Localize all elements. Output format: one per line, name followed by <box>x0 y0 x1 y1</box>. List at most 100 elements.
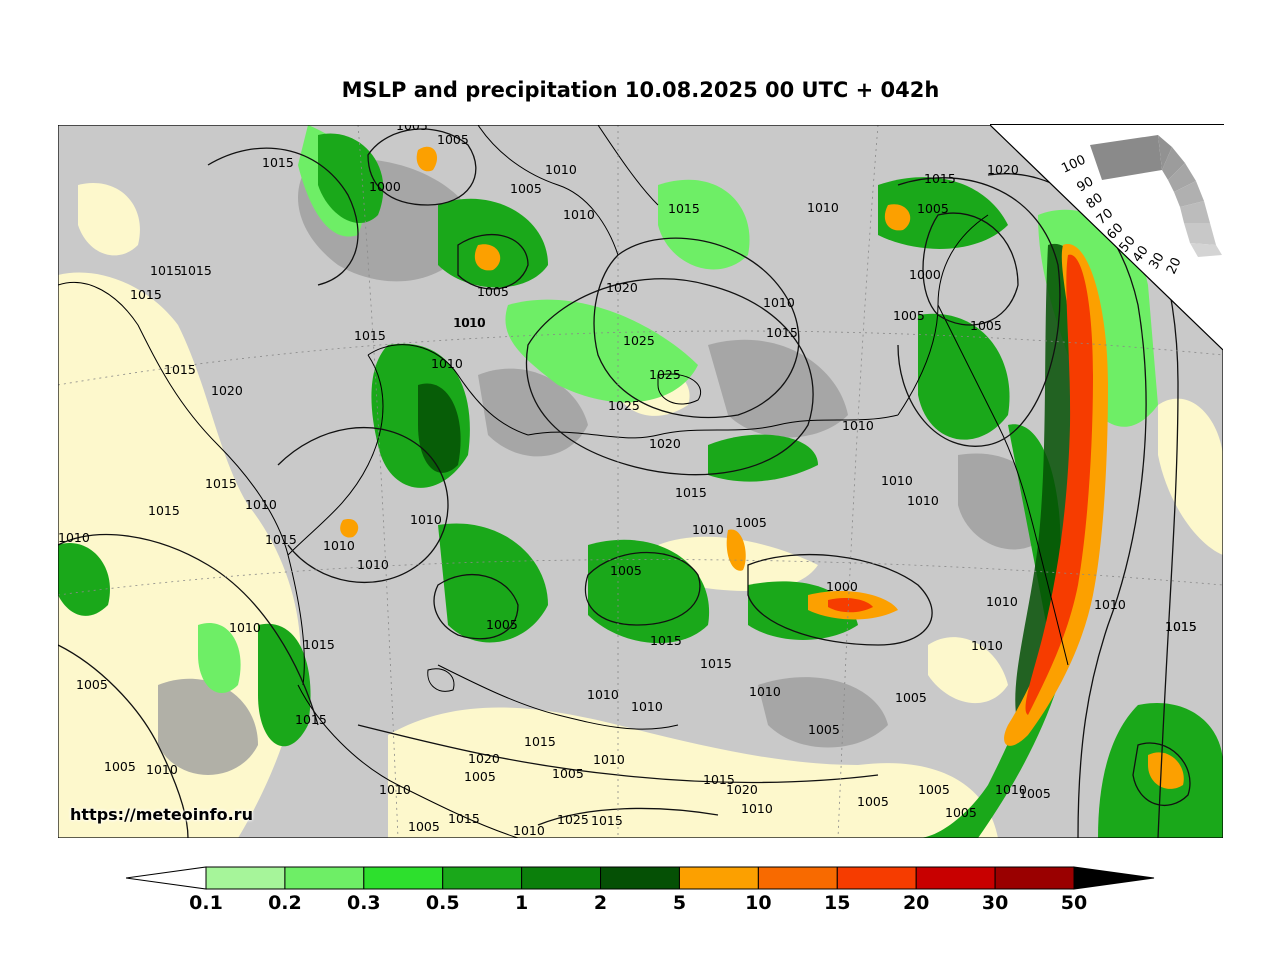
colorbar-box <box>757 866 838 890</box>
isobar-label: 1015 <box>766 325 798 340</box>
colorbar-box <box>363 866 444 890</box>
isobar-label: 1010 <box>807 200 839 215</box>
isobar-label: 1010 <box>513 823 545 838</box>
isobar-label: 1005 <box>857 794 889 809</box>
isobar-label: 1010 <box>410 512 442 527</box>
isobar-label: 1005 <box>464 769 496 784</box>
chart-title: MSLP and precipitation 10.08.2025 00 UTC… <box>341 78 940 102</box>
isobar-label: 1010 <box>229 620 261 635</box>
isobar-label: 1015 <box>1165 619 1197 634</box>
cloud-scale-label: 20 <box>1164 255 1185 276</box>
colorbar-box <box>678 866 759 890</box>
isobar-label: 1005 <box>918 782 950 797</box>
frame-top-line <box>990 124 1224 125</box>
colorbar-label: 10 <box>745 892 772 914</box>
isobar-label: 1010 <box>1094 597 1126 612</box>
isobar-label: 1005 <box>893 308 925 323</box>
isobar-label: 1010 <box>986 594 1018 609</box>
colorbar-boxes <box>205 866 1075 890</box>
cloud-scale-label: 100 <box>1059 153 1088 177</box>
isobar-label: 1000 <box>909 267 941 282</box>
isobar-label: 1010 <box>881 473 913 488</box>
colorbar-label: 20 <box>902 892 930 914</box>
isobar-label: 1010 <box>631 699 663 714</box>
isobar-label: 1010 <box>741 801 773 816</box>
isobar-label: 1010 <box>545 162 577 177</box>
isobar-label: 1010 <box>593 752 625 767</box>
isobar-label: 1015 <box>448 811 480 826</box>
isobar-label: 1010 <box>146 762 178 777</box>
isobar-label: 1015 <box>262 155 294 170</box>
colorbar-box <box>836 866 917 890</box>
colorbar-box <box>600 866 680 890</box>
source-credit: https://meteoinfo.ru <box>70 805 253 824</box>
isobar-label: 1000 <box>826 579 858 594</box>
isobar-labels: 1005 1005 1000 1010 1005 1010 1015 1015 … <box>58 125 1197 838</box>
isobar-label: 1005 <box>510 181 542 196</box>
isobar-label: 1010 <box>431 356 463 371</box>
isobar-label: 1005 <box>104 759 136 774</box>
isobar-label: 1015 <box>675 485 707 500</box>
isobar-label: 1015 <box>650 633 682 648</box>
isobar-label: 1005 <box>610 563 642 578</box>
isobar-label: 1015 <box>130 287 162 302</box>
precip-extreme <box>828 254 1093 715</box>
isobar-label: 1005 <box>437 132 469 147</box>
isobar-label: 1010 <box>692 522 724 537</box>
isobar-label: 1005 <box>970 318 1002 333</box>
isobar-label: 1020 <box>726 782 758 797</box>
colorbar-label: 2 <box>593 892 608 914</box>
colorbar-max-arrow <box>1073 866 1155 890</box>
colorbar-label: 15 <box>824 892 851 914</box>
isobar-label: 1005 <box>477 284 509 299</box>
colorbar-box <box>915 866 996 890</box>
colorbar-label: 50 <box>1060 892 1088 914</box>
isobar-label: 1010 <box>842 418 874 433</box>
isobar-label: 1025 <box>557 812 589 827</box>
isobar-label: 1005 <box>552 766 584 781</box>
isobar-label: 1025 <box>608 398 640 413</box>
colorbar-label: 0.2 <box>268 892 302 914</box>
colorbar-box <box>442 866 523 890</box>
isobar-label: 1025 <box>649 367 681 382</box>
isobar-label: 1020 <box>649 436 681 451</box>
isobar-label: 1005 <box>735 515 767 530</box>
isobar-label: 1015 <box>180 263 212 278</box>
isobar-label: 1015 <box>924 171 956 186</box>
isobar-label: 1015 <box>150 263 182 278</box>
isobar-label: 1015 <box>164 362 196 377</box>
isobar-label: 1010 <box>563 207 595 222</box>
isobar-label: 1000 <box>369 179 401 194</box>
isobar-label: 1010 <box>379 782 411 797</box>
isobar-label: 1015 <box>668 201 700 216</box>
isobar-label: 1020 <box>987 162 1019 177</box>
isobar-label: 1010 <box>763 295 795 310</box>
cloud-scale-label: 30 <box>1146 250 1167 272</box>
colorbar-label: 0.3 <box>346 892 381 914</box>
isobar-label: 1020 <box>468 751 500 766</box>
cloud-scale-label: 90 <box>1075 174 1097 195</box>
isobar-label: 1015 <box>524 734 556 749</box>
isobar-label: 1005 <box>1019 786 1051 801</box>
isobar-label: 1015 <box>703 772 735 787</box>
isobar-label: 1020 <box>211 383 243 398</box>
isobar-label: 1010 <box>995 782 1027 797</box>
isobar-label: 1010 <box>971 638 1003 653</box>
isobar-label: 1010 <box>907 493 939 508</box>
isobar-label: 1005 <box>945 805 977 820</box>
isobar-label: 1005 <box>917 201 949 216</box>
isobar-label: 1010 <box>454 315 486 330</box>
isobar-label: 1005 <box>408 819 440 834</box>
coastlines <box>58 125 1069 838</box>
isobar-label: 1020 <box>606 280 638 295</box>
isobar-label: 1015 <box>265 532 297 547</box>
colorbar-label: 0.1 <box>189 892 223 914</box>
cloud-scale: 100 90 80 70 60 50 40 30 20 <box>1050 125 1230 285</box>
isobar-label: 1015 <box>148 503 180 518</box>
colorbar-box <box>994 866 1075 890</box>
colorbar-label: 0.5 <box>425 892 460 914</box>
isobar-label: 1015 <box>295 712 327 727</box>
isobar-label: 1015 <box>205 476 237 491</box>
isobar-label: 1015 <box>1165 619 1197 634</box>
isobar-label: 1010 <box>323 538 355 553</box>
